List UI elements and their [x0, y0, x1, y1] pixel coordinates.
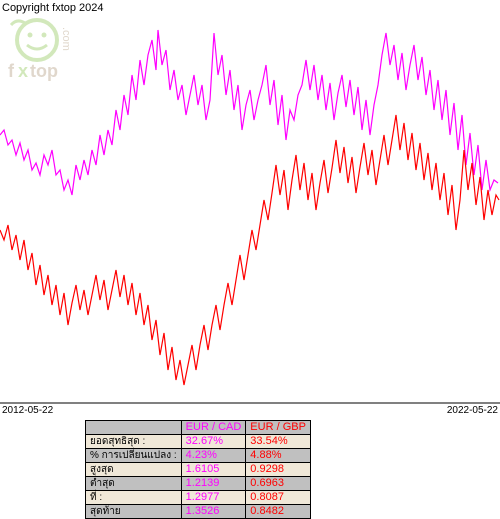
copyright-text: Copyright fxtop 2024	[2, 2, 104, 14]
table-row-label: ต่ำสุด	[86, 477, 182, 491]
table-cell: 1.3526	[181, 505, 246, 519]
x-axis-start-label: 2012-05-22	[2, 405, 53, 416]
table-row-label: % การเปลี่ยนแปลง :	[86, 449, 182, 463]
table-row: ที่ :1.29770.8087	[86, 491, 311, 505]
table-col-header: EUR / GBP	[246, 421, 311, 435]
table-row: สุดท้าย1.35260.8482	[86, 505, 311, 519]
table-cell: 0.6963	[246, 477, 311, 491]
table-cell: 0.8482	[246, 505, 311, 519]
table-row: สูงสุด1.61050.9298	[86, 463, 311, 477]
table-cell: 4.23%	[181, 449, 246, 463]
table-cell: 4.88%	[246, 449, 311, 463]
table-cell: 0.9298	[246, 463, 311, 477]
table-cell: 1.6105	[181, 463, 246, 477]
table-row: ยอดสุทธิสุด :32.67%33.54%	[86, 435, 311, 449]
series-eur-gbp	[0, 115, 499, 385]
table-corner	[86, 421, 182, 435]
x-axis-end-label: 2022-05-22	[447, 405, 498, 416]
table-cell: 1.2977	[181, 491, 246, 505]
table-cell: 32.67%	[181, 435, 246, 449]
table-row: ต่ำสุด1.21390.6963	[86, 477, 311, 491]
table-row-label: สูงสุด	[86, 463, 182, 477]
line-chart	[0, 15, 500, 405]
table-col-header: EUR / CAD	[181, 421, 246, 435]
table-cell: 0.8087	[246, 491, 311, 505]
table-cell: 1.2139	[181, 477, 246, 491]
table-row-label: ยอดสุทธิสุด :	[86, 435, 182, 449]
stats-table: EUR / CADEUR / GBPยอดสุทธิสุด :32.67%33.…	[85, 420, 311, 519]
table-row: % การเปลี่ยนแปลง :4.23%4.88%	[86, 449, 311, 463]
table-row-label: ที่ :	[86, 491, 182, 505]
x-axis: 2012-05-22 2022-05-22	[0, 405, 500, 420]
table-cell: 33.54%	[246, 435, 311, 449]
table-row-label: สุดท้าย	[86, 505, 182, 519]
